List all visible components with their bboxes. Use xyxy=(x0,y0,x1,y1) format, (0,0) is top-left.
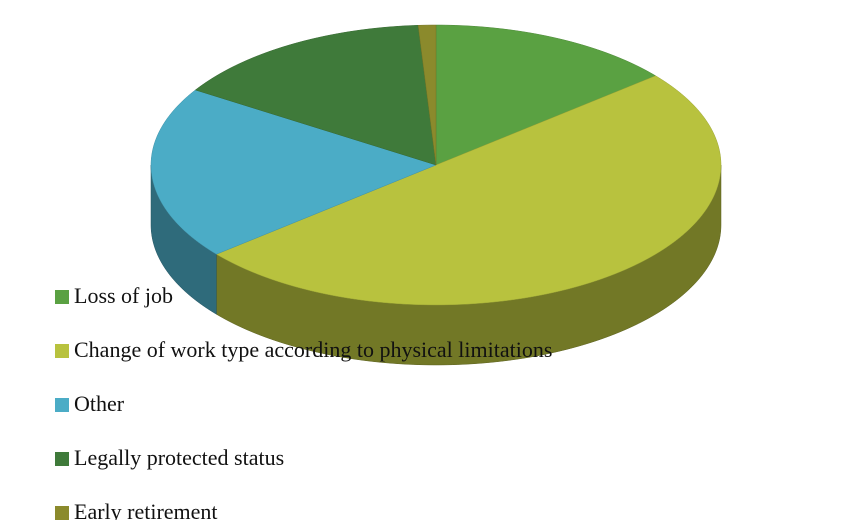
legend-label: Change of work type according to physica… xyxy=(74,337,552,362)
legend-label: Loss of job xyxy=(74,283,173,308)
legend: Loss of job Change of work type according… xyxy=(55,283,552,520)
slice xyxy=(150,89,437,255)
slice xyxy=(215,75,722,306)
legend-swatch xyxy=(55,290,69,304)
slice xyxy=(435,24,657,166)
legend-swatch xyxy=(55,506,69,520)
legend-swatch xyxy=(55,344,69,358)
legend-label: Early retirement xyxy=(74,499,218,520)
legend-swatch xyxy=(55,452,69,466)
slice xyxy=(417,24,437,166)
pie-tops xyxy=(150,24,722,306)
slice xyxy=(194,25,437,166)
legend-swatch xyxy=(55,398,69,412)
legend-label: Legally protected status xyxy=(74,445,284,470)
legend-label: Other xyxy=(74,391,125,416)
